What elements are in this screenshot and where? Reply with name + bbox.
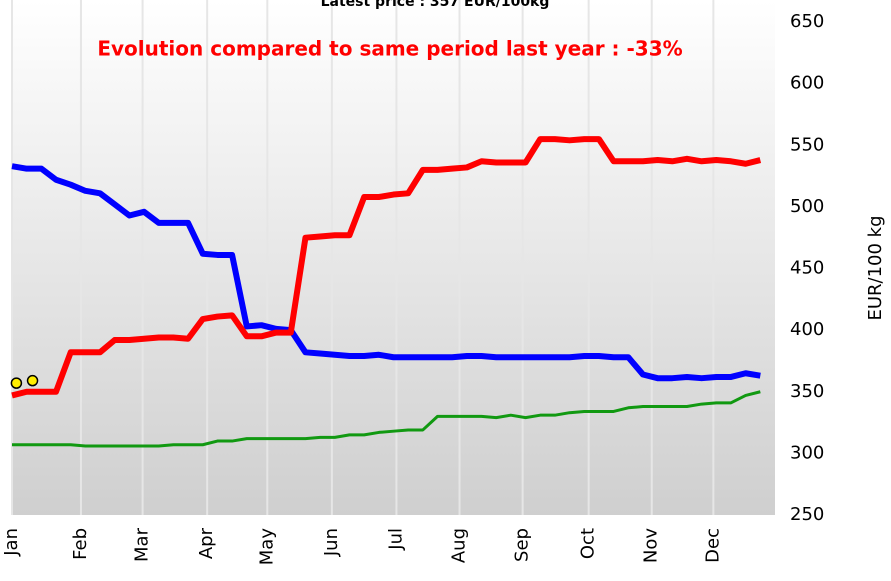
marks	[10, 136, 762, 448]
x-tick-label: Nov	[641, 528, 662, 563]
annotation: Evolution compared to same period last y…	[97, 37, 682, 61]
y-tick-label: 500	[790, 196, 824, 217]
y-tick-label: 450	[790, 258, 824, 279]
x-tick-label: May	[256, 528, 277, 566]
y-tick-label: 350	[790, 381, 824, 402]
line-series	[11, 163, 761, 382]
y-tick-label: 600	[790, 73, 824, 94]
x-tick-label: Jul	[385, 528, 406, 551]
highlight-point	[26, 374, 39, 387]
x-tick-label: Aug	[449, 528, 470, 563]
x-tick-label: Dec	[702, 528, 723, 563]
y-tick-label: 650	[790, 11, 824, 32]
chart-title: Latest price : 357 EUR/100kg	[321, 0, 550, 10]
x-tick-label: Oct	[578, 528, 599, 559]
x-tick-label: Jun	[321, 528, 342, 557]
highlight-point	[10, 377, 23, 389]
y-axis-label: EUR/100 kg	[865, 215, 886, 320]
x-tick-label: Sep	[512, 528, 533, 562]
y-tick-label: 300	[790, 442, 824, 463]
x-tick-label: Mar	[132, 527, 153, 562]
line-series	[11, 136, 762, 399]
y-tick-label: 550	[790, 134, 824, 155]
x-tick-label: Apr	[196, 527, 217, 559]
x-tick-label: Jan	[1, 528, 22, 557]
x-tick-label: Feb	[70, 528, 91, 560]
grid	[11, 0, 715, 515]
y-tick-label: 250	[790, 504, 824, 525]
plot-background	[12, 0, 775, 515]
y-tick-label: 400	[790, 319, 824, 340]
line-series	[12, 390, 761, 448]
